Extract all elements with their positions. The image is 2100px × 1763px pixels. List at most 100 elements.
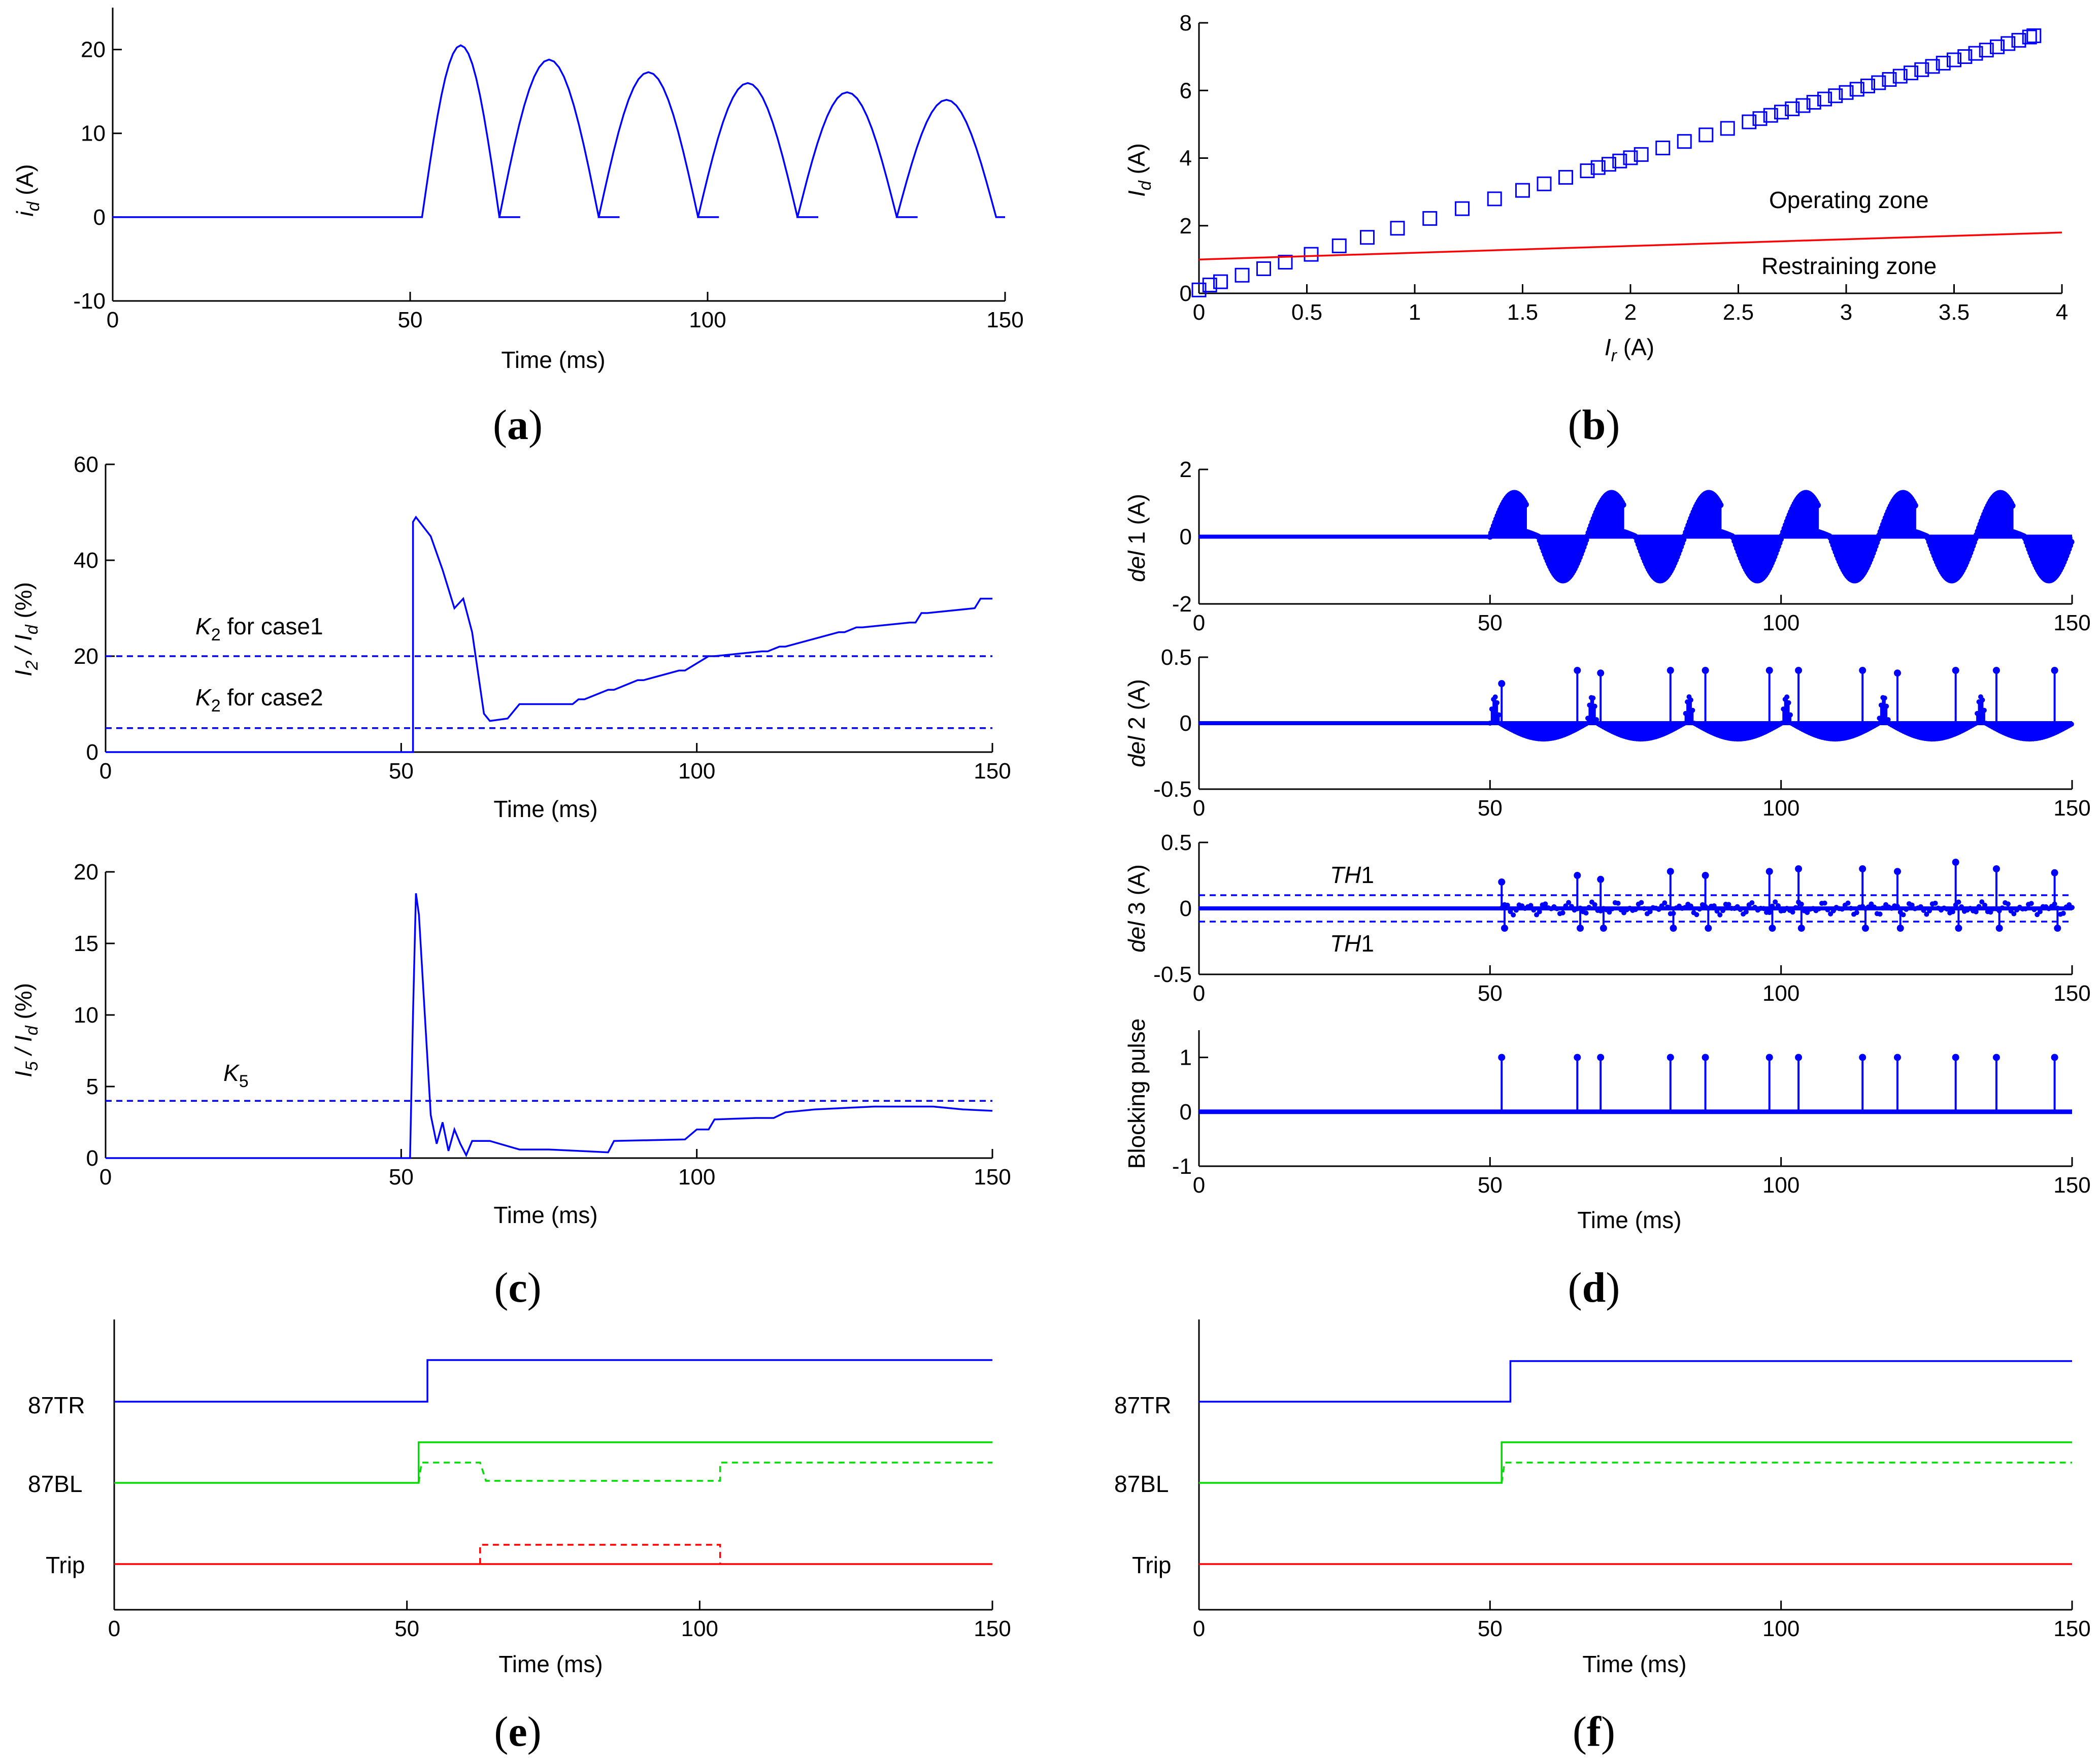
87bl-signal <box>114 1441 992 1484</box>
panel-d-2: 0 50 100 150-0.500.5 <box>1153 645 2091 821</box>
operating-point <box>1360 230 1375 245</box>
k2-case1-label: K2 for case1 <box>195 613 323 645</box>
x-tick-label: 50 <box>389 1165 414 1190</box>
del3-neg-spike-point <box>1670 925 1677 932</box>
del3-point <box>1749 900 1755 905</box>
y-tick-label: 60 <box>74 452 98 477</box>
del2-point <box>1592 703 1597 709</box>
del3-spike-point <box>1952 859 1959 866</box>
f-label-trip: Trip <box>1132 1552 1172 1578</box>
b-caption: (b) <box>1568 401 1620 449</box>
del3-point <box>1513 907 1519 913</box>
operating-point <box>1213 274 1228 289</box>
x-tick-label: 150 <box>2053 1616 2090 1641</box>
d3-ylabel: del 3 (A) <box>1123 864 1150 953</box>
y-tick-label: 0.5 <box>1161 645 1192 670</box>
x-tick-label: 0 <box>1193 1616 1205 1641</box>
del3-point <box>1988 909 1993 915</box>
operating-zone-label: Operating zone <box>1769 187 1929 213</box>
del2-point <box>1688 697 1693 703</box>
f-caption: (f) <box>1573 1708 1615 1755</box>
f-label-87tr: 87TR <box>1114 1392 1171 1418</box>
del3-neg-spike-point <box>1861 925 1869 932</box>
del3-point <box>1766 910 1772 916</box>
del3-point <box>1615 900 1621 906</box>
x-tick-label: 50 <box>1478 1173 1503 1198</box>
d-xlabel: Time (ms) <box>1577 1207 1681 1233</box>
th1-lower-label: TH1 <box>1330 930 1374 957</box>
del3-point <box>1639 900 1644 905</box>
x-tick-label: 100 <box>681 1616 718 1641</box>
x-tick-label: 2 <box>1624 300 1637 325</box>
operating-point <box>1720 121 1735 136</box>
del2-point <box>1496 712 1502 718</box>
e-xlabel: Time (ms) <box>498 1651 603 1677</box>
del3-point <box>1901 912 1906 918</box>
operating-point <box>1936 55 1951 71</box>
del3-point <box>1944 906 1950 912</box>
del3-point <box>1793 905 1798 910</box>
del3-point <box>1633 907 1638 912</box>
del2-point <box>1884 703 1889 709</box>
operating-point <box>1655 141 1671 156</box>
blocking-pulse-point <box>1765 1054 1773 1061</box>
d1-ylabel: del 1 (A) <box>1123 494 1150 582</box>
del3-point <box>1569 904 1574 909</box>
panel-d-4: 0 50 100 150-101 <box>1172 1030 2091 1198</box>
x-tick-label: 4 <box>2056 300 2068 325</box>
y-tick-label: 40 <box>74 548 98 573</box>
del2-point <box>1494 700 1500 705</box>
x-tick-label: 3 <box>1840 300 1852 325</box>
operating-point <box>1304 247 1319 262</box>
del3-point <box>1840 906 1845 912</box>
operating-point <box>1871 75 1886 90</box>
del3-point <box>1711 903 1717 908</box>
characteristic-line <box>1198 231 2062 261</box>
operating-point <box>1602 157 1616 172</box>
del3-point <box>2005 901 2011 907</box>
i5-ratio-series <box>106 893 993 1159</box>
operating-point <box>1752 111 1768 126</box>
operating-point <box>2011 32 2026 48</box>
c-caption: (c) <box>494 1264 541 1311</box>
x-tick-label: 50 <box>1478 611 1503 635</box>
del3-point <box>1543 901 1548 907</box>
del3-point <box>1761 906 1766 911</box>
operating-point <box>2001 36 2016 51</box>
x-tick-label: 50 <box>389 759 414 784</box>
x-tick-label: 0 <box>1193 300 1205 325</box>
operating-point <box>1979 43 1994 58</box>
e-caption: (e) <box>494 1708 541 1755</box>
x-tick-label: 0 <box>99 759 112 784</box>
del3-point <box>1560 910 1565 916</box>
operating-point <box>1742 114 1757 129</box>
del1-point <box>2068 538 2075 545</box>
x-tick-label: 100 <box>1762 796 1799 821</box>
del3-point <box>1918 904 1923 909</box>
x-tick-label: 150 <box>974 1165 1011 1190</box>
x-tick-label: 100 <box>1762 981 1799 1006</box>
del3-spike-point <box>1859 865 1866 872</box>
del3-neg-spike-point <box>1995 925 2003 932</box>
operating-point <box>1925 59 1940 74</box>
operating-point <box>1849 82 1864 97</box>
x-tick-label: 50 <box>1478 796 1503 821</box>
del2-spike-point <box>1597 669 1605 677</box>
operating-point <box>1839 85 1854 100</box>
y-tick-label: 15 <box>74 931 98 956</box>
del3-point <box>1694 912 1699 918</box>
y-tick-label: 0 <box>1180 711 1192 736</box>
del2-spike-point <box>1765 667 1773 674</box>
del2-point <box>1882 695 1887 701</box>
blocking-pulse-point <box>1992 1054 2000 1061</box>
del2-point <box>1981 707 1987 713</box>
del3-point <box>2011 911 2017 917</box>
del3-point <box>1697 906 1703 912</box>
del3-point <box>1607 909 1612 915</box>
x-tick-label: 0 <box>1193 611 1205 635</box>
y-tick-label: 2 <box>1180 457 1192 482</box>
del1-point <box>1522 501 1529 508</box>
operating-point <box>1634 147 1649 162</box>
del3-point <box>1688 903 1693 909</box>
del3-point <box>1790 909 1795 915</box>
